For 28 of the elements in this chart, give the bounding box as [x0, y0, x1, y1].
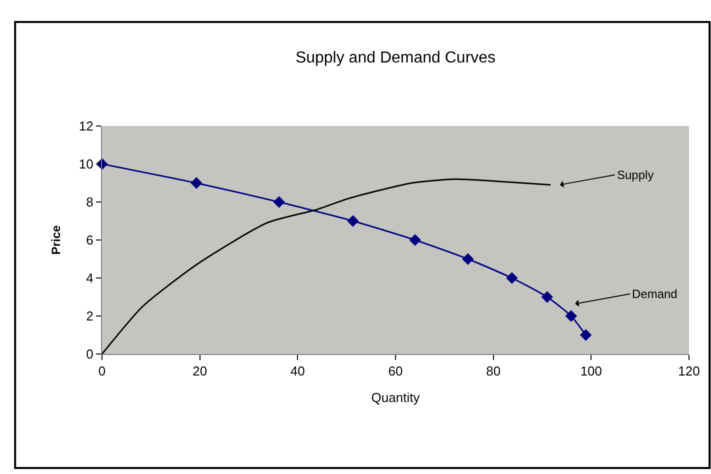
- y-tick-label: 6: [86, 232, 94, 248]
- x-tick-label: 80: [486, 364, 501, 379]
- point: [190, 177, 202, 189]
- chart-title: Supply and Demand Curves: [295, 49, 496, 66]
- annotation: Demand: [632, 287, 678, 301]
- point: [541, 291, 553, 303]
- y-axis-title: Price: [49, 225, 64, 255]
- x-tick-label: 60: [388, 364, 403, 379]
- y-tick-label: 0: [86, 346, 94, 362]
- point: [506, 272, 518, 284]
- y-tick-label: 10: [78, 156, 94, 172]
- x-tick-label: 120: [678, 364, 700, 379]
- point: [409, 234, 421, 246]
- x-axis-title: Quantity: [371, 390, 420, 406]
- x-tick-label: 100: [580, 364, 602, 379]
- point: [580, 329, 592, 341]
- point: [347, 215, 359, 227]
- point: [565, 310, 577, 322]
- y-tick-label: 8: [86, 194, 94, 210]
- x-tick-label: 0: [98, 364, 106, 379]
- x-tick-label: 20: [192, 364, 208, 379]
- y-tick-label: 2: [86, 308, 94, 324]
- y-tick-label: 12: [78, 118, 94, 134]
- point: [462, 253, 474, 265]
- x-tick-label: 40: [290, 364, 305, 379]
- y-tick-label: 4: [86, 270, 94, 286]
- point: [273, 196, 285, 208]
- annotation: Supply: [617, 168, 654, 182]
